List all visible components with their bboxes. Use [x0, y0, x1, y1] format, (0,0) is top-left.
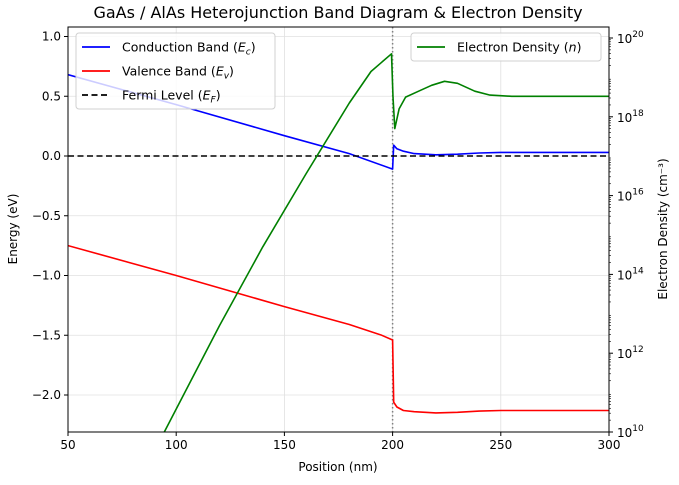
- y-tick-label: −0.5: [32, 209, 61, 223]
- y-tick-label: 1.0: [42, 30, 61, 44]
- electron-density-n-line: [163, 52, 609, 432]
- x-tick-label: 300: [598, 438, 621, 452]
- conduction-band-ec-line: [68, 73, 609, 170]
- x-tick-label: 200: [381, 438, 404, 452]
- legend-label: Electron Density (n): [457, 40, 581, 55]
- y-tick-label: −1.0: [32, 269, 61, 283]
- x-axis-label: Position (nm): [298, 460, 377, 474]
- y-axis-label: Energy (eV): [6, 194, 20, 265]
- y-tick-label: 0.0: [42, 149, 61, 163]
- y2-tick-label: 1016: [617, 188, 644, 204]
- legend-density: Electron Density (n): [410, 32, 602, 62]
- legend-left-box: [75, 32, 276, 110]
- legend-label: Valence Band (Ev): [122, 64, 234, 82]
- plot-frame: [67, 26, 610, 433]
- y2-tick-label: 1018: [617, 109, 644, 125]
- chart-title: GaAs / AlAs Heterojunction Band Diagram …: [93, 3, 582, 22]
- y2-tick-label: 1010: [617, 424, 644, 440]
- y-axis-ticks: 1.0 0.5 0.0 −0.5 −1.0 −1.5 −2.0: [32, 30, 68, 402]
- legend-label: Conduction Band (Ec): [122, 40, 256, 58]
- y-tick-label: −2.0: [32, 388, 61, 402]
- y2-tick-label: 1020: [617, 30, 644, 46]
- legend-right-box: [410, 32, 602, 62]
- legend-bands: Conduction Band (Ec) Valence Band (Ev) Fer…: [75, 32, 276, 110]
- valence-band-ev-line: [68, 244, 609, 414]
- legend-label: Fermi Level (EF): [122, 88, 221, 106]
- y2-tick-label: 1012: [617, 345, 644, 361]
- x-tick-label: 150: [273, 438, 296, 452]
- x-axis-ticks: 50 100 150 200 250 300: [60, 432, 620, 452]
- x-tick-label: 50: [60, 438, 75, 452]
- x-tick-label: 250: [489, 438, 512, 452]
- y2-axis-label: Electron Density (cm⁻³): [656, 158, 670, 299]
- x-tick-label: 100: [165, 438, 188, 452]
- data-series: [68, 52, 609, 432]
- y-tick-label: 0.5: [42, 89, 61, 103]
- y2-axis-ticks: 1020 1018 1016 1014 1012 1010: [609, 30, 644, 440]
- y-tick-label: −1.5: [32, 328, 61, 342]
- y2-tick-label: 1014: [617, 266, 644, 282]
